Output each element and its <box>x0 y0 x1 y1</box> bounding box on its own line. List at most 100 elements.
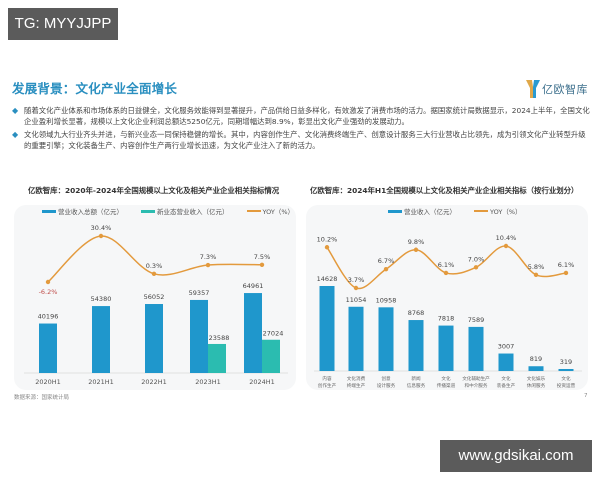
legend-swatch-blue <box>388 209 402 213</box>
x-tick-label: 传播渠道 <box>437 382 456 389</box>
yoy-point <box>324 245 330 250</box>
legend-item-yoy: YOY（%） <box>246 206 294 216</box>
yoy-point <box>98 233 104 239</box>
yoy-point <box>473 265 479 270</box>
yoy-label: 5.8% <box>528 263 545 271</box>
bar-label: 14628 <box>317 275 338 283</box>
bar-label: 8768 <box>408 309 425 317</box>
bullet-text: 随着文化产业体系和市场体系的日益健全，文化服务效能得到显著提升，产品供给日益多样… <box>24 106 590 126</box>
yoy-point <box>353 285 359 291</box>
x-tick-label: 2020H1 <box>35 378 61 386</box>
legend-item-revenue: 营业收入（亿元） <box>388 206 456 216</box>
bar-revenue <box>468 326 484 371</box>
x-tick-label: 2022H1 <box>141 378 167 386</box>
diamond-icon: ◆ <box>12 106 19 115</box>
bar-revenue <box>39 323 57 373</box>
bar-revenue <box>348 306 364 371</box>
watermark-tag-top: TG: MYYJJPP <box>8 8 118 40</box>
x-tick-label: 信息服务 <box>407 382 426 389</box>
yoy-label: 6.1% <box>438 261 455 269</box>
legend-swatch-teal <box>141 209 155 213</box>
yoy-label: 6.1% <box>558 261 575 269</box>
bar-label: 64961 <box>243 282 264 290</box>
bar-revenue <box>244 293 262 373</box>
bar-label: 54380 <box>91 295 112 303</box>
x-tick-label: 文化 <box>561 375 571 382</box>
yoy-label: 3.7% <box>348 276 365 284</box>
x-tick-label: 2023H1 <box>195 378 221 386</box>
x-tick-label: 文化 <box>441 375 451 382</box>
yoy-label: 0.3% <box>146 262 163 270</box>
bar-revenue <box>92 306 110 373</box>
logo-text: 亿欧智库 <box>542 83 588 96</box>
bar-label: 40196 <box>38 313 59 321</box>
right-chart-title: 亿欧智库：2024年H1全国规模以上文化及相关产业企业相关指标（按行业划分） <box>310 186 579 195</box>
bar-label: 27024 <box>263 330 284 338</box>
bar-revenue <box>145 304 163 373</box>
bullet-item: ◆ 文化领域九大行业齐头并进，与新兴业态一同保持稳健的增长。其中，内容创作生产、… <box>12 129 590 151</box>
legend-swatch-blue <box>42 209 56 213</box>
x-tick-label: 休闲服务 <box>527 382 546 389</box>
bar-revenue <box>319 286 335 371</box>
yoy-label: 7.0% <box>468 255 485 263</box>
x-tick-label: 设计服务 <box>377 382 396 389</box>
legend-swatch-line <box>246 210 261 212</box>
x-tick-label: 文化 <box>501 375 511 382</box>
x-tick-label: 文化消费 <box>347 375 366 382</box>
yoy-point <box>563 270 569 276</box>
bar-label: 7818 <box>438 315 455 323</box>
yoy-label: 9.8% <box>408 238 425 246</box>
yoy-label: 10.4% <box>496 234 517 242</box>
x-tick-label: 装备生产 <box>497 382 516 389</box>
yoy-label: 6.7% <box>378 257 395 265</box>
data-source: 数据来源：国家统计局 <box>14 395 70 401</box>
x-tick-label: 文化娱乐 <box>527 375 546 382</box>
legend-item-new-business: 新业态营业收入（亿元） <box>141 206 229 216</box>
yoy-label: 10.2% <box>317 235 338 243</box>
x-tick-label: 内容 <box>322 375 332 382</box>
x-tick-label: 投资运营 <box>557 382 576 389</box>
yoy-point <box>443 270 449 276</box>
yoy-point <box>205 262 211 268</box>
bullet-text: 文化领域九大行业齐头并进，与新兴业态一同保持稳健的增长。其中，内容创作生产、文化… <box>24 130 586 150</box>
x-tick-label: 2024H1 <box>249 378 275 386</box>
bullet-list: ◆ 随着文化产业体系和市场体系的日益健全，文化服务效能得到显著提升，产品供给日益… <box>12 105 590 153</box>
x-tick-label: 2021H1 <box>88 378 114 386</box>
yoy-point <box>151 271 157 277</box>
diamond-icon: ◆ <box>12 130 19 139</box>
right-chart-plot: 14628 内容创作生产 11054 文化消费终端生产 10958 创意设计服务 8768 新… <box>314 234 582 389</box>
bar-label: 319 <box>560 358 572 366</box>
yoy-point <box>45 279 51 285</box>
bullet-item: ◆ 随着文化产业体系和市场体系的日益健全，文化服务效能得到显著提升，产品供给日益… <box>12 105 590 127</box>
bar-label: 10958 <box>376 296 397 304</box>
x-tick-label: 创意 <box>381 375 391 382</box>
x-tick-label: 终端生产 <box>347 382 366 389</box>
x-tick-label: 创作生产 <box>318 382 337 389</box>
watermark-tag-bottom: www.gdsikai.com <box>440 440 592 472</box>
bar-revenue <box>438 325 454 371</box>
legend-swatch-line <box>474 210 488 212</box>
x-tick-label: 新闻 <box>411 375 421 382</box>
bar-label: 56052 <box>144 293 165 301</box>
right-chart-legend: 营业收入（亿元） YOY（%） <box>388 206 522 216</box>
yoy-point <box>503 243 509 249</box>
bar-revenue <box>528 366 544 371</box>
bar-revenue <box>558 369 574 371</box>
yoy-point <box>383 266 389 272</box>
legend-item-revenue: 营业收入总额（亿元） <box>42 206 123 216</box>
left-chart-title: 亿欧智库：2020年-2024年全国规模以上文化及相关产业企业相关指标情况 <box>28 186 280 195</box>
legend-item-yoy: YOY（%） <box>474 206 522 216</box>
yoy-label: 7.3% <box>200 253 217 261</box>
bar-label: 3007 <box>498 343 515 351</box>
left-chart-legend: 营业收入总额（亿元） 新业态营业收入（亿元） YOY（%） <box>42 206 294 216</box>
page-title: 发展背景：文化产业全面增长 <box>12 81 178 96</box>
logo-y-icon <box>526 80 540 98</box>
bar-label: 59357 <box>189 289 210 297</box>
yoy-point <box>413 247 419 252</box>
page-number: 7 <box>584 393 588 399</box>
yoy-label: 7.5% <box>254 253 271 261</box>
bar-label: 23588 <box>209 334 230 342</box>
bar-label: 819 <box>530 355 542 363</box>
bar-new-business <box>262 339 280 373</box>
bar-revenue <box>190 299 208 373</box>
